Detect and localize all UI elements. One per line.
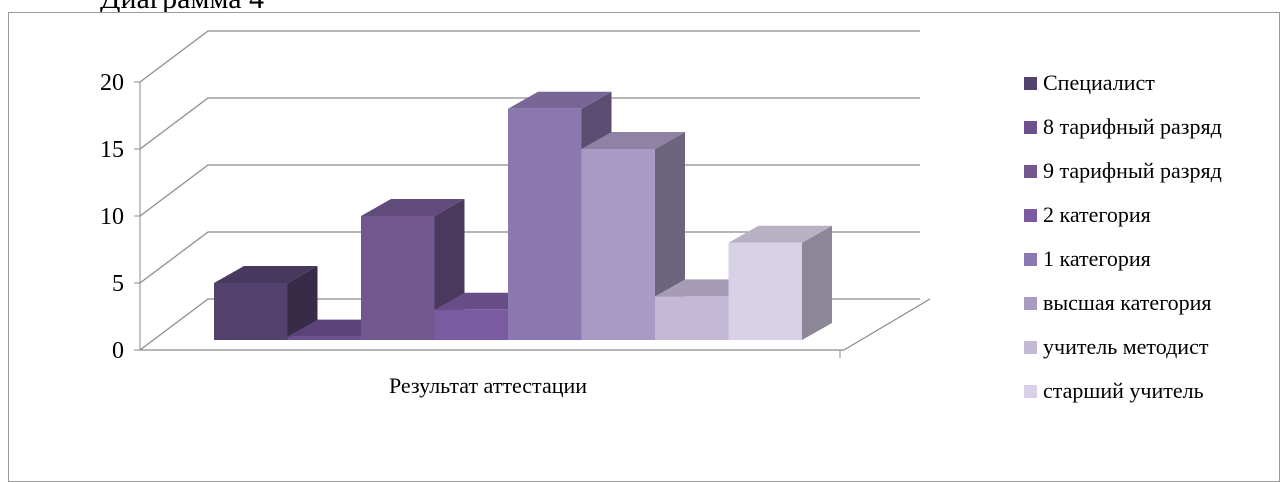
legend-swatch (1024, 165, 1037, 178)
y-tick-label: 10 (100, 204, 124, 230)
y-tick-label: 0 (112, 338, 124, 364)
gridline (139, 30, 920, 83)
floor-right-edge (843, 298, 931, 351)
bar-top (214, 266, 318, 283)
y-tick-label: 5 (112, 271, 124, 297)
y-tick-label: 20 (100, 70, 124, 96)
legend-swatch (1024, 341, 1037, 354)
bars (214, 91, 832, 340)
bar-top (361, 199, 465, 216)
bar-front (728, 242, 802, 340)
chart-title: Диаграмма 4 (100, 0, 264, 14)
legend-item: учитель методист (1024, 334, 1209, 359)
gridline (139, 97, 920, 150)
y-tick-label: 15 (100, 137, 124, 163)
legend-item: 9 тарифный разряд (1024, 158, 1222, 183)
y-axis-ticks: 0 5 10 15 20 (100, 70, 140, 364)
legend-item: 1 категория (1024, 246, 1151, 271)
legend-item: старший учитель (1024, 378, 1204, 403)
bar-front (434, 309, 508, 340)
legend-item: 2 категория (1024, 202, 1151, 227)
bar-side (802, 225, 832, 340)
legend-item: высшая категория (1024, 290, 1212, 315)
legend-swatch (1024, 121, 1037, 134)
bar-top (581, 132, 685, 149)
bar-top (508, 91, 612, 109)
legend-item: Специалист (1024, 70, 1155, 95)
legend-label: старший учитель (1043, 378, 1204, 403)
bar-front (361, 216, 435, 340)
legend-label: учитель методист (1043, 334, 1209, 359)
legend-swatch (1024, 209, 1037, 222)
legend: Специалист 8 тарифный разряд 9 тарифный ра… (1024, 70, 1222, 403)
legend-label: 9 тарифный разряд (1043, 158, 1222, 183)
bar-front (214, 283, 288, 340)
x-axis-label: Результат аттестации (389, 373, 587, 398)
legend-label: 1 категория (1043, 246, 1151, 271)
legend-label: Специалист (1043, 70, 1155, 95)
legend-label: 2 категория (1043, 202, 1151, 227)
legend-swatch (1024, 297, 1037, 310)
bar-front (287, 336, 361, 340)
bar-8 (728, 225, 832, 340)
bar-top (728, 225, 832, 243)
legend-item: 8 тарифный разряд (1024, 114, 1222, 139)
bar-front (508, 108, 582, 340)
legend-label: высшая категория (1043, 290, 1212, 315)
legend-swatch (1024, 253, 1037, 266)
legend-swatch (1024, 385, 1037, 398)
legend-swatch (1024, 77, 1037, 90)
bar-front (581, 149, 655, 340)
bar-front (655, 296, 729, 340)
bar-side (287, 266, 318, 340)
legend-label: 8 тарифный разряд (1043, 114, 1222, 139)
bar-1 (214, 266, 318, 340)
